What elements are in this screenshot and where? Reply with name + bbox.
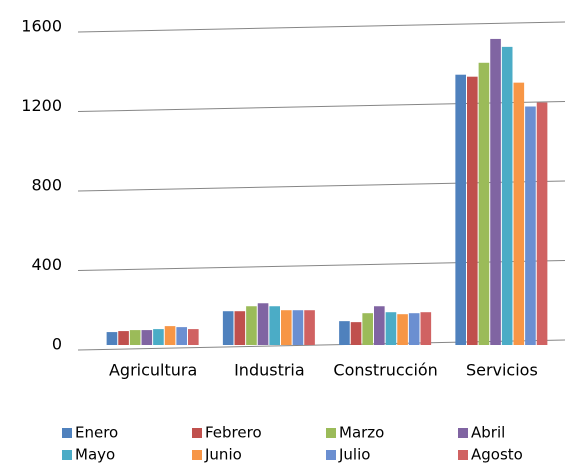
bar (304, 310, 315, 345)
bar (478, 62, 490, 346)
legend-label: Agosto (471, 446, 523, 464)
bar (513, 82, 525, 346)
bar (490, 38, 501, 346)
bar (106, 332, 118, 345)
bar (385, 312, 397, 345)
bar (164, 326, 176, 345)
bar (467, 76, 478, 345)
bar (455, 74, 466, 345)
bar (141, 330, 153, 345)
legend-label: Marzo (339, 424, 384, 442)
y-tick-label: 400 (31, 255, 62, 274)
legend-label: Enero (75, 424, 118, 442)
legend-swatch (326, 450, 336, 460)
bar (525, 106, 536, 345)
bar (339, 321, 350, 345)
bar (222, 311, 234, 345)
bar (281, 310, 292, 345)
bar (257, 303, 269, 345)
x-tick-label: Servicios (466, 361, 538, 380)
bar (153, 329, 164, 345)
legend-label: Febrero (205, 424, 262, 442)
legend-swatch (192, 428, 202, 438)
legend-label: Mayo (75, 446, 115, 464)
legend-swatch (458, 450, 468, 460)
bar (420, 312, 432, 345)
legend-swatch (326, 428, 336, 438)
grid-line (77, 21, 566, 33)
legend-swatch (458, 428, 468, 438)
legend-swatch (62, 428, 72, 438)
bar (374, 306, 385, 345)
bar (234, 311, 246, 345)
y-tick-label: 1600 (21, 17, 62, 36)
bar (501, 46, 513, 345)
bar (350, 322, 362, 345)
x-tick-label: Construcción (333, 361, 437, 380)
x-tick-label: Industria (234, 361, 305, 380)
bar (397, 314, 408, 345)
bar (408, 313, 420, 345)
bar (176, 327, 187, 345)
bar (292, 310, 304, 345)
y-tick-label: 0 (52, 335, 62, 354)
legend-label: Abril (471, 424, 505, 442)
legend-swatch (192, 450, 202, 460)
bar (269, 306, 280, 345)
bar (536, 102, 548, 346)
legend-label: Junio (204, 446, 242, 464)
bar (118, 331, 129, 345)
legend-label: Julio (338, 446, 370, 464)
x-tick-label: Agricultura (109, 361, 197, 380)
bar (362, 313, 373, 345)
legend-swatch (62, 450, 72, 460)
bar (129, 330, 141, 345)
bar (188, 329, 199, 345)
y-tick-label: 1200 (21, 96, 62, 115)
y-tick-label: 800 (31, 176, 62, 195)
bar (246, 306, 257, 345)
